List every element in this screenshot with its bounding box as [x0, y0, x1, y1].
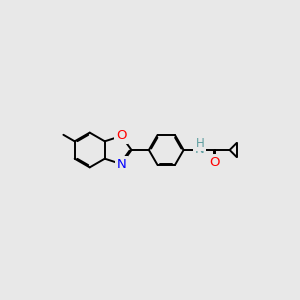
Text: H: H [196, 137, 205, 150]
Text: O: O [210, 156, 220, 169]
Text: O: O [116, 129, 127, 142]
Text: N: N [116, 158, 126, 171]
Text: N: N [194, 143, 204, 157]
